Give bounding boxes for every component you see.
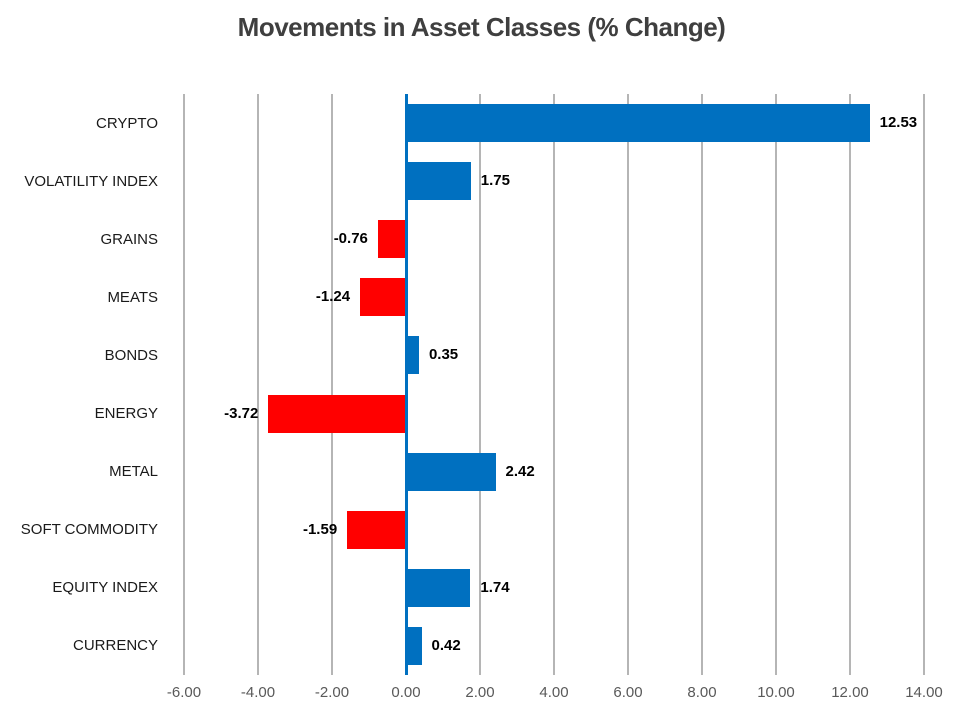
value-label-crypto: 12.53 [879, 114, 918, 132]
x-tick-label: 4.00 [539, 684, 569, 701]
bar-metal [406, 452, 496, 491]
category-label-grains: GRAINS [100, 230, 158, 248]
gridline [479, 94, 481, 675]
gridline [923, 94, 925, 675]
bar-meats [360, 278, 406, 317]
value-label-bonds: 0.35 [428, 346, 459, 364]
x-tick-label: 10.00 [757, 684, 795, 701]
gridline [849, 94, 851, 675]
zero-axis-line [404, 94, 408, 675]
x-tick-label: -6.00 [166, 684, 202, 701]
x-tick-label: 0.00 [391, 684, 421, 701]
x-tick-label: 6.00 [613, 684, 643, 701]
bar-crypto [406, 104, 870, 143]
bar-soft-commodity [347, 510, 406, 549]
gridline [701, 94, 703, 675]
category-label-meats: MEATS [107, 288, 158, 306]
value-label-volatility-index: 1.75 [480, 172, 510, 190]
bar-bonds [406, 336, 419, 375]
chart-title: Movements in Asset Classes (% Change) [237, 12, 726, 42]
category-label-energy: ENERGY [94, 405, 158, 423]
value-label-currency: 0.42 [431, 636, 461, 654]
gridline [627, 94, 629, 675]
gridline [331, 94, 333, 675]
x-tick-label: -2.00 [314, 684, 350, 701]
category-label-equity-index: EQUITY INDEX [52, 579, 158, 597]
value-label-equity-index: 1.74 [480, 578, 510, 596]
value-label-grains: -0.76 [333, 230, 368, 248]
gridline [257, 94, 259, 675]
category-label-crypto: CRYPTO [96, 114, 158, 132]
gridline [183, 94, 185, 675]
x-tick-label: 14.00 [905, 684, 943, 701]
category-label-bonds: BONDS [104, 346, 158, 364]
value-label-metal: 2.42 [505, 462, 535, 480]
bar-currency [406, 626, 422, 665]
category-label-volatility-index: VOLATILITY INDEX [24, 172, 158, 190]
gridline [775, 94, 777, 675]
category-label-currency: CURRENCY [72, 637, 158, 655]
category-label-soft-commodity: SOFT COMMODITY [20, 521, 158, 539]
value-label-soft-commodity: -1.59 [302, 520, 338, 538]
x-tick-label: -4.00 [240, 684, 276, 701]
bar-grains [377, 220, 406, 259]
bar-energy [268, 394, 406, 433]
value-label-energy: -3.72 [224, 404, 259, 422]
plot-area: 12.53 1.75 -0.76 -1.24 0.35 -3.72 2.42 -1.59 1.7… [183, 94, 925, 675]
x-tick-label: 12.00 [831, 684, 869, 701]
bar-equity-index [406, 568, 471, 607]
value-label-meats: -1.24 [315, 288, 351, 306]
x-tick-label: 2.00 [465, 684, 495, 701]
gridline [553, 94, 555, 675]
bar-volatility-index [406, 162, 471, 201]
x-tick-label: 8.00 [687, 684, 717, 701]
category-label-metal: METAL [109, 463, 158, 481]
